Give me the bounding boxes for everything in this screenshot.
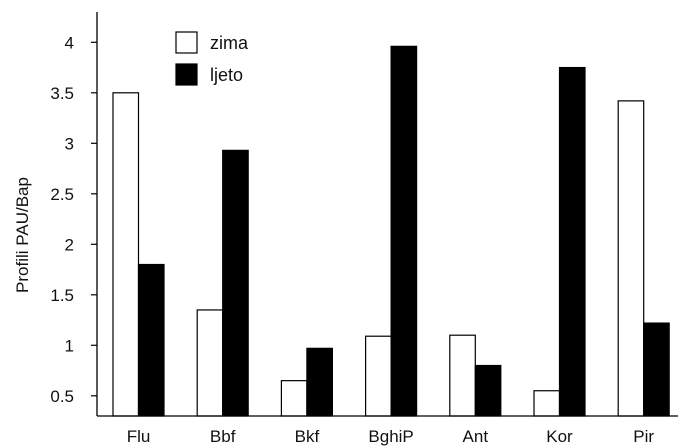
- bars: [112, 45, 670, 417]
- legend: zima ljeto: [175, 31, 249, 86]
- x-axis: Flu Bbf Bkf BghiP Ant Kor Pir: [127, 427, 655, 446]
- y-tick-label: 1: [65, 336, 74, 355]
- bar-ljeto-bghip: [390, 45, 418, 417]
- y-tick-label: 0.5: [50, 387, 74, 406]
- bar-zima-bbf: [196, 309, 224, 417]
- bar-zima-bkf: [280, 380, 308, 417]
- y-tick-label: 4: [65, 33, 74, 52]
- y-tick-label: 3.5: [50, 84, 74, 103]
- y-axis-title: Profili PAU/Bap: [13, 177, 32, 293]
- bar-zima-flu: [112, 92, 140, 417]
- x-tick-label: Bbf: [210, 427, 236, 446]
- bar-ljeto-pir: [643, 322, 670, 417]
- bar-zima-kor: [533, 390, 561, 417]
- bar-zima-pir: [617, 100, 645, 417]
- bar-ljeto-kor: [558, 66, 586, 417]
- x-tick-label: Flu: [127, 427, 151, 446]
- y-axis: 0.5 1 1.5 2 2.5 3 3.5 4: [50, 33, 97, 406]
- bar-zima-bghip: [365, 335, 392, 417]
- bar-ljeto-bbf: [222, 149, 249, 417]
- x-tick-label: Bkf: [295, 427, 320, 446]
- y-tick-label: 2: [65, 235, 74, 254]
- x-tick-label: Kor: [546, 427, 573, 446]
- bar-ljeto-bkf: [306, 347, 333, 417]
- bar-ljeto-flu: [137, 263, 165, 417]
- y-tick-label: 1.5: [50, 286, 74, 305]
- x-tick-label: BghiP: [368, 427, 413, 446]
- bar-zima-ant: [449, 334, 476, 417]
- x-tick-label: Ant: [463, 427, 489, 446]
- legend-swatch-ljeto: [175, 63, 198, 86]
- y-tick-label: 3: [65, 134, 74, 153]
- x-tick-label: Pir: [633, 427, 654, 446]
- legend-label-zima: zima: [210, 33, 249, 53]
- legend-label-ljeto: ljeto: [210, 65, 243, 85]
- bar-ljeto-ant: [474, 364, 502, 417]
- legend-swatch-zima: [175, 31, 198, 54]
- y-tick-label: 2.5: [50, 185, 74, 204]
